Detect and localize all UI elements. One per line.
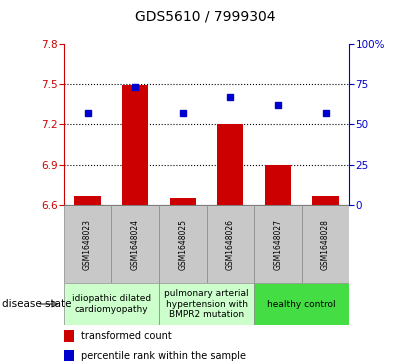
Bar	[265, 165, 291, 205]
Text: GSM1648025: GSM1648025	[178, 219, 187, 270]
Text: idiopathic dilated
cardiomyopathy: idiopathic dilated cardiomyopathy	[72, 294, 151, 314]
Bar	[64, 205, 111, 283]
Bar	[254, 283, 349, 325]
Bar	[302, 205, 349, 283]
Bar	[122, 85, 148, 205]
Text: percentile rank within the sample: percentile rank within the sample	[81, 351, 246, 361]
Bar	[312, 196, 339, 205]
Text: healthy control: healthy control	[268, 299, 336, 309]
Text: disease state: disease state	[2, 299, 72, 309]
Text: GDS5610 / 7999304: GDS5610 / 7999304	[135, 9, 276, 23]
Text: pulmonary arterial
hypertension with
BMPR2 mutation: pulmonary arterial hypertension with BMP…	[164, 289, 249, 319]
Bar	[64, 350, 74, 362]
Bar	[170, 198, 196, 205]
Text: GSM1648027: GSM1648027	[273, 219, 282, 270]
Text: GSM1648023: GSM1648023	[83, 219, 92, 270]
Text: GSM1648024: GSM1648024	[131, 219, 140, 270]
Bar	[159, 283, 254, 325]
Text: GSM1648028: GSM1648028	[321, 219, 330, 270]
Bar	[254, 205, 302, 283]
Bar	[64, 330, 74, 342]
Text: transformed count: transformed count	[81, 331, 172, 341]
Text: GSM1648026: GSM1648026	[226, 219, 235, 270]
Bar	[74, 196, 101, 205]
Bar	[206, 205, 254, 283]
Bar	[111, 205, 159, 283]
Bar	[159, 205, 206, 283]
Bar	[217, 124, 243, 205]
Bar	[64, 283, 159, 325]
